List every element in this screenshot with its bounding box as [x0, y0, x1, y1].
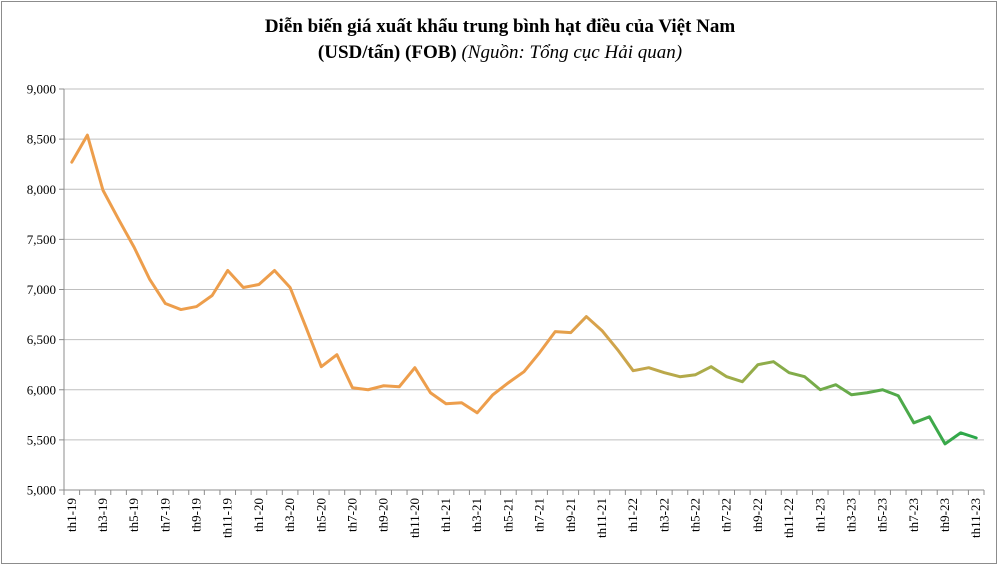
- x-tick-label: th1-20: [251, 498, 266, 532]
- y-tick-label: 5,500: [27, 432, 56, 447]
- y-tick-label: 5,000: [27, 483, 56, 498]
- x-tick-label: th7-22: [719, 498, 734, 532]
- x-axis: [63, 89, 984, 491]
- x-tick-label: th3-19: [95, 498, 110, 532]
- x-tick-label: th5-20: [313, 498, 328, 532]
- x-axis-ticks: th1-19 th3-19 th5-19 th7-19 th9-19 th11-19 th1…: [63, 490, 985, 538]
- x-tick-label: th5-23: [875, 498, 890, 532]
- x-tick-label: th9-22: [750, 498, 765, 532]
- x-tick-label: th7-21: [532, 498, 547, 532]
- x-tick-label: th5-19: [126, 498, 141, 532]
- y-tick-label: 6,500: [27, 332, 56, 347]
- chart-title: Diễn biến giá xuất khẩu trung bình hạt đ…: [0, 14, 1000, 66]
- y-tick-label: 9,000: [27, 82, 56, 97]
- series-group: [70, 133, 978, 446]
- y-tick-label: 8,500: [27, 132, 56, 147]
- chart-title-line1: Diễn biến giá xuất khẩu trung bình hạt đ…: [264, 16, 736, 37]
- x-tick-label: th3-20: [282, 498, 297, 532]
- x-tick-label: th1-22: [625, 498, 640, 532]
- y-tick-label: 6,000: [27, 382, 56, 397]
- x-tick-label: th1-21: [438, 498, 453, 532]
- y-tick-label: 7,000: [27, 282, 56, 297]
- grid-lines: [64, 88, 984, 491]
- x-tick-label: th5-21: [500, 498, 515, 532]
- x-tick-label: th1-19: [64, 498, 79, 532]
- x-tick-label: th11-19: [220, 498, 235, 538]
- x-tick-label: th11-21: [594, 498, 609, 538]
- x-tick-label: th7-23: [906, 498, 921, 532]
- x-tick-label: th7-19: [157, 498, 172, 532]
- x-tick-label: th1-23: [812, 498, 827, 532]
- y-axis-ticks: 5,000 5,500 6,000 6,500 7,000 7,500 8,000 8,500…: [27, 82, 64, 498]
- y-tick-label: 8,000: [27, 182, 56, 197]
- chart-title-source: (Nguồn: Tổng cục Hải quan): [461, 42, 683, 63]
- x-tick-label: th7-20: [344, 498, 359, 532]
- y-tick-label: 7,500: [27, 232, 56, 247]
- x-tick-label: th5-22: [688, 498, 703, 532]
- x-tick-label: th9-19: [189, 498, 204, 532]
- chart-title-unit: (USD/tấn) (FOB): [317, 42, 457, 63]
- series-line: [70, 133, 978, 446]
- x-tick-label: th9-20: [376, 498, 391, 532]
- x-tick-label: th9-21: [563, 498, 578, 532]
- x-tick-label: th3-21: [469, 498, 484, 532]
- x-tick-label: th11-20: [407, 498, 422, 538]
- x-tick-label: th11-22: [781, 498, 796, 538]
- chart-title-line2: (USD/tấn) (FOB) (Nguồn: Tổng cục Hải qua…: [0, 40, 1000, 66]
- x-tick-label: th3-23: [843, 498, 858, 532]
- x-tick-label: th11-23: [968, 498, 983, 538]
- x-tick-label: th3-22: [656, 498, 671, 532]
- x-tick-label: th9-23: [937, 498, 952, 532]
